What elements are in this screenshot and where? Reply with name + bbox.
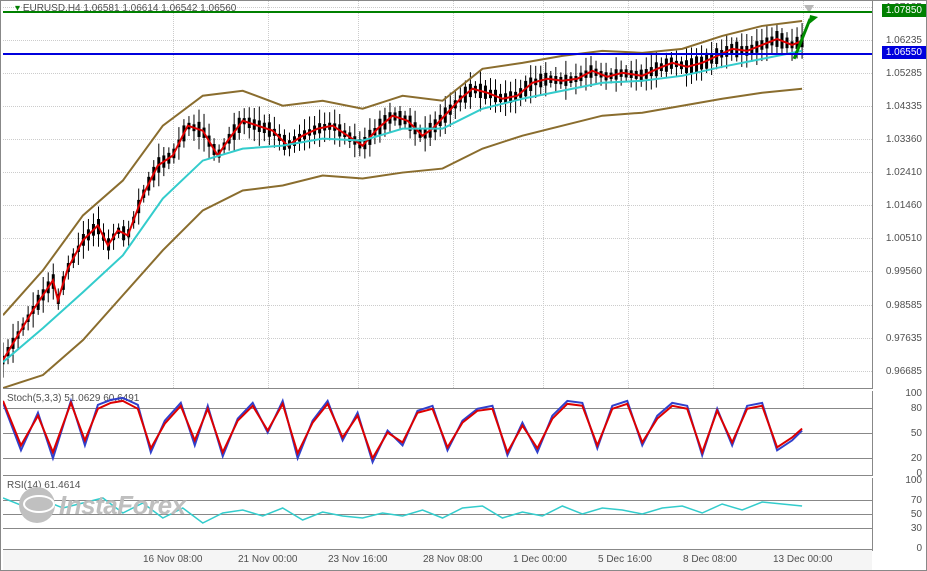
y-tick-label: 0.96685 — [886, 366, 922, 377]
stoch-y-axis: 1008050200 — [872, 391, 926, 476]
x-axis: 16 Nov 08:00 21 Nov 00:00 23 Nov 16:00 28 N… — [3, 549, 872, 570]
rsi-panel[interactable]: RSI(14) 61.4614 InstaForex — [3, 478, 872, 551]
y-tick-label: 1.02410 — [886, 167, 922, 178]
stoch-svg — [3, 391, 872, 475]
y-tick-label: 1.06235 — [886, 35, 922, 46]
globe-icon — [19, 487, 55, 523]
x-tick-label: 8 Dec 08:00 — [683, 554, 737, 565]
y-tick-label: 1.00510 — [886, 233, 922, 244]
x-tick-label: 28 Nov 08:00 — [423, 554, 483, 565]
x-tick-label: 16 Nov 08:00 — [143, 554, 203, 565]
y-tick-label: 1.01460 — [886, 200, 922, 211]
x-tick-label: 21 Nov 00:00 — [238, 554, 298, 565]
level-line — [3, 53, 872, 55]
y-tick-label: 1.04335 — [886, 101, 922, 112]
x-tick-label: 13 Dec 00:00 — [773, 554, 833, 565]
level-badge: 1.07850 — [882, 4, 926, 17]
main-y-axis: 1.071851.062351.052851.043351.033601.024… — [872, 1, 926, 389]
level-badge: 1.06550 — [882, 46, 926, 59]
y-tick-label: 1.03360 — [886, 134, 922, 145]
forex-chart: ▾ EURUSD,H4 1.06581 1.06614 1.06542 1.06… — [0, 0, 927, 571]
rsi-tick: 50 — [911, 509, 922, 520]
main-price-panel[interactable]: ▾ EURUSD,H4 1.06581 1.06614 1.06542 1.06… — [3, 1, 872, 389]
y-tick-label: 1.05285 — [886, 68, 922, 79]
stoch-tick: 50 — [911, 428, 922, 439]
projection-arrow-icon — [794, 5, 818, 59]
y-tick-label: 0.97635 — [886, 333, 922, 344]
x-tick-label: 23 Nov 16:00 — [328, 554, 388, 565]
rsi-tick: 70 — [911, 495, 922, 506]
watermark: InstaForex — [19, 487, 186, 523]
y-tick-label: 0.99560 — [886, 266, 922, 277]
x-tick-label: 5 Dec 16:00 — [598, 554, 652, 565]
rsi-y-axis: 100 70 50 30 0 — [872, 478, 926, 551]
level-line — [3, 11, 872, 13]
rsi-tick: 30 — [911, 523, 922, 534]
price-svg — [3, 1, 872, 388]
x-tick-label: 1 Dec 00:00 — [513, 554, 567, 565]
stoch-tick: 20 — [911, 453, 922, 464]
stoch-tick: 100 — [905, 388, 922, 399]
y-tick-label: 0.98585 — [886, 300, 922, 311]
stoch-tick: 80 — [911, 403, 922, 414]
rsi-tick: 100 — [905, 475, 922, 486]
rsi-tick: 0 — [916, 543, 922, 554]
stochastic-panel[interactable]: Stoch(5,3,3) 51.0629 60.6491 — [3, 391, 872, 476]
